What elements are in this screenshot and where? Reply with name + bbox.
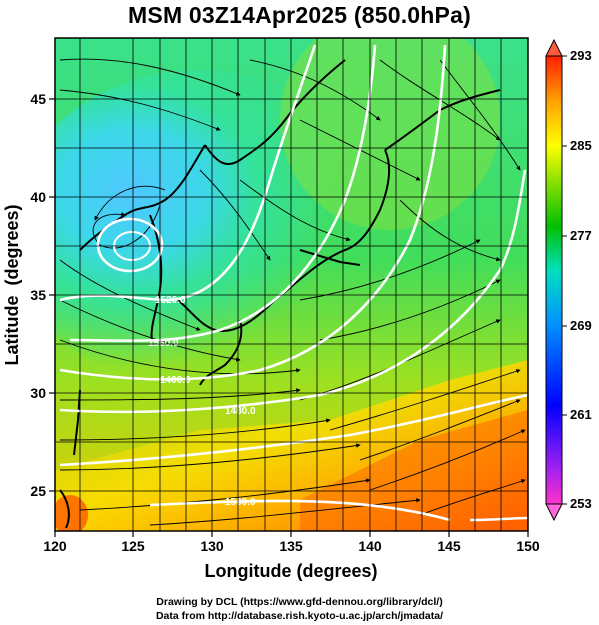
contour-label: 1480.0 [225,406,256,417]
x-tick-label: 140 [358,538,382,554]
y-tick-label: 30 [30,385,46,401]
lat-lon-grid [55,38,528,531]
map-title: MSM 03Z14Apr2025 (850.0hPa) [128,2,471,28]
temperature-field [55,38,528,531]
x-tick-label: 145 [437,538,461,554]
colorbar: 293 285 277 269 261 253 [545,38,592,522]
x-tick-label: 150 [516,538,540,554]
x-axis-ticks [54,531,529,537]
x-tick-label: 135 [279,538,303,554]
contour-label: 1500.0 [225,497,256,508]
x-axis-tick-labels: 120 125 130 135 140 145 150 [43,538,540,554]
colorbar-tick-labels: 293 285 277 269 261 253 [570,48,592,511]
y-tick-label: 35 [30,287,46,303]
contour-label: 1520.0 [155,295,186,306]
contour-label: 1560.0 [148,338,179,349]
y-axis-label: Latitude (degrees) [2,204,22,365]
y-tick-label: 40 [30,189,46,205]
credit-drawing: Drawing by DCL (https://www.gfd-dennou.o… [156,596,443,608]
contour-labels: 1520.0 1560.0 1400.0 1480.0 1500.0 [148,295,256,508]
colorbar-tick-label: 293 [570,48,592,63]
contour-label: 1400.0 [160,375,191,386]
colorbar-gradient [545,55,563,505]
colorbar-tick-label: 261 [570,407,592,422]
height-contours [59,44,528,522]
y-tick-label: 45 [30,91,46,107]
y-axis-tick-labels: 45 40 35 30 25 [30,91,46,499]
colorbar-tick-label: 253 [570,496,592,511]
colorbar-upper-arrow [545,38,563,57]
colorbar-lower-arrow [545,503,563,522]
y-tick-label: 25 [30,483,46,499]
colorbar-tick-label: 269 [570,318,592,333]
credit-data-source: Data from http://database.rish.kyoto-u.a… [155,610,444,622]
colorbar-tick-label: 277 [570,228,592,243]
x-axis-label: Longitude (degrees) [204,561,377,581]
x-tick-label: 130 [200,538,224,554]
y-axis-ticks [49,98,55,492]
x-tick-label: 120 [43,538,67,554]
x-tick-label: 125 [121,538,145,554]
colorbar-tick-label: 285 [570,138,592,153]
